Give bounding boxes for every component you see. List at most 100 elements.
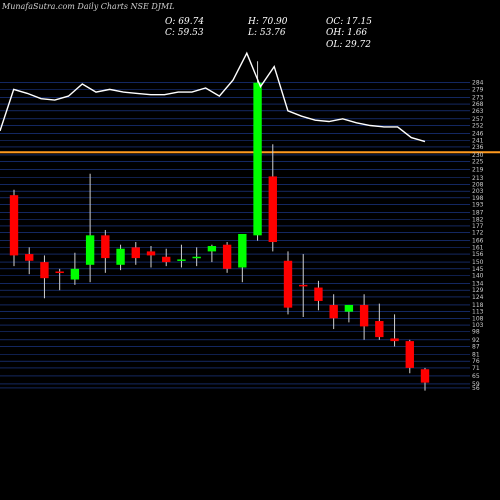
candle	[131, 242, 140, 265]
candle-body	[207, 246, 217, 252]
candle	[101, 229, 110, 273]
stat-close: C: 59.53	[165, 28, 204, 38]
candle-body	[162, 256, 171, 263]
candle	[9, 189, 19, 267]
y-tick-label: 98	[472, 329, 480, 336]
candle	[375, 303, 384, 340]
stat-high: H: 70.90	[248, 17, 288, 27]
stat-oh: OH: 1.66	[326, 28, 368, 38]
stat-ol: OL: 29.72	[326, 40, 372, 50]
candle	[222, 242, 232, 273]
candle	[238, 233, 247, 283]
stat-low: L: 53.76	[248, 28, 286, 38]
candle	[207, 244, 217, 263]
y-tick-label: 225	[472, 159, 484, 166]
y-tick-label: 166	[472, 238, 484, 245]
candle-body	[146, 251, 156, 256]
y-tick-label: 92	[472, 337, 480, 344]
candle	[192, 247, 201, 267]
y-tick-label: 56	[472, 385, 480, 392]
candle	[162, 248, 171, 267]
candle	[177, 244, 186, 268]
y-tick-label: 241	[472, 137, 484, 144]
candle	[420, 367, 430, 391]
candle-body	[344, 304, 354, 312]
y-tick-label: 257	[472, 116, 484, 123]
y-tick-label: 103	[472, 322, 484, 329]
y-tick-label: 71	[472, 365, 480, 372]
y-tick-label: 182	[472, 216, 484, 223]
y-tick-label: 65	[472, 373, 480, 380]
chart-watermark-title: MunafaSutra.com Daily Charts NSE DJML	[2, 2, 175, 11]
gridlines	[0, 82, 470, 389]
candle	[253, 61, 262, 241]
y-tick-label: 87	[472, 343, 480, 350]
candle-body	[222, 244, 232, 269]
y-tick-label: 129	[472, 287, 484, 294]
y-tick-label: 246	[472, 131, 484, 138]
y-tick-label: 230	[472, 152, 484, 159]
candle-body	[405, 341, 414, 368]
candle-body	[131, 247, 140, 259]
candle-body	[192, 256, 201, 259]
candle	[70, 252, 80, 285]
y-tick-label: 236	[472, 144, 484, 151]
candle-body	[101, 235, 110, 259]
y-tick-label: 156	[472, 251, 484, 258]
candle-body	[25, 254, 34, 261]
y-tick-label: 59	[472, 381, 480, 388]
candle-body	[359, 304, 369, 327]
candle-body	[55, 271, 64, 273]
candle-body	[85, 235, 95, 265]
candle	[405, 339, 414, 374]
candle	[283, 251, 293, 315]
y-tick-label: 150	[472, 259, 484, 266]
y-tick-label: 273	[472, 94, 484, 101]
candle	[329, 294, 338, 330]
y-tick-label: 208	[472, 181, 484, 188]
candle	[25, 247, 34, 275]
candle-body	[177, 259, 186, 261]
candle	[55, 268, 64, 291]
candle	[359, 294, 369, 340]
y-axis-tick-labels: 2842792732682632572522462412362302252192…	[472, 80, 484, 392]
stat-oc: OC: 17.15	[326, 17, 372, 27]
y-tick-label: 203	[472, 188, 484, 195]
candle-body	[420, 369, 430, 383]
candle-body	[283, 260, 293, 308]
candle	[344, 304, 354, 323]
candle	[314, 280, 323, 311]
candle-body	[268, 176, 277, 243]
y-tick-label: 213	[472, 175, 484, 182]
candle	[116, 244, 125, 271]
y-tick-label: 118	[472, 302, 484, 309]
candle-body	[70, 268, 80, 280]
watermark: MunafaSutra.com	[2, 2, 75, 11]
candle-body	[390, 338, 399, 342]
candle-body	[238, 233, 247, 268]
y-tick-label: 134	[472, 281, 484, 288]
candle	[390, 314, 399, 347]
y-tick-label: 193	[472, 202, 484, 209]
y-tick-label: 219	[472, 167, 484, 174]
candle	[299, 254, 308, 318]
candle-body	[299, 284, 308, 287]
y-tick-label: 172	[472, 230, 484, 237]
candlestick-series	[9, 61, 430, 391]
indicator-line-path	[0, 51, 426, 143]
y-tick-label: 263	[472, 108, 484, 115]
candle-body	[116, 248, 125, 265]
y-tick-label: 161	[472, 244, 484, 251]
candle-body	[40, 262, 49, 279]
y-tick-label: 284	[472, 80, 484, 87]
candle-body	[253, 82, 262, 236]
y-tick-label: 268	[472, 101, 484, 108]
candle-body	[375, 321, 384, 338]
candle	[40, 255, 49, 299]
y-tick-label: 252	[472, 123, 484, 130]
candle	[268, 144, 277, 252]
candle-body	[9, 195, 19, 256]
y-tick-label: 81	[472, 352, 480, 359]
y-tick-label: 279	[472, 86, 484, 93]
